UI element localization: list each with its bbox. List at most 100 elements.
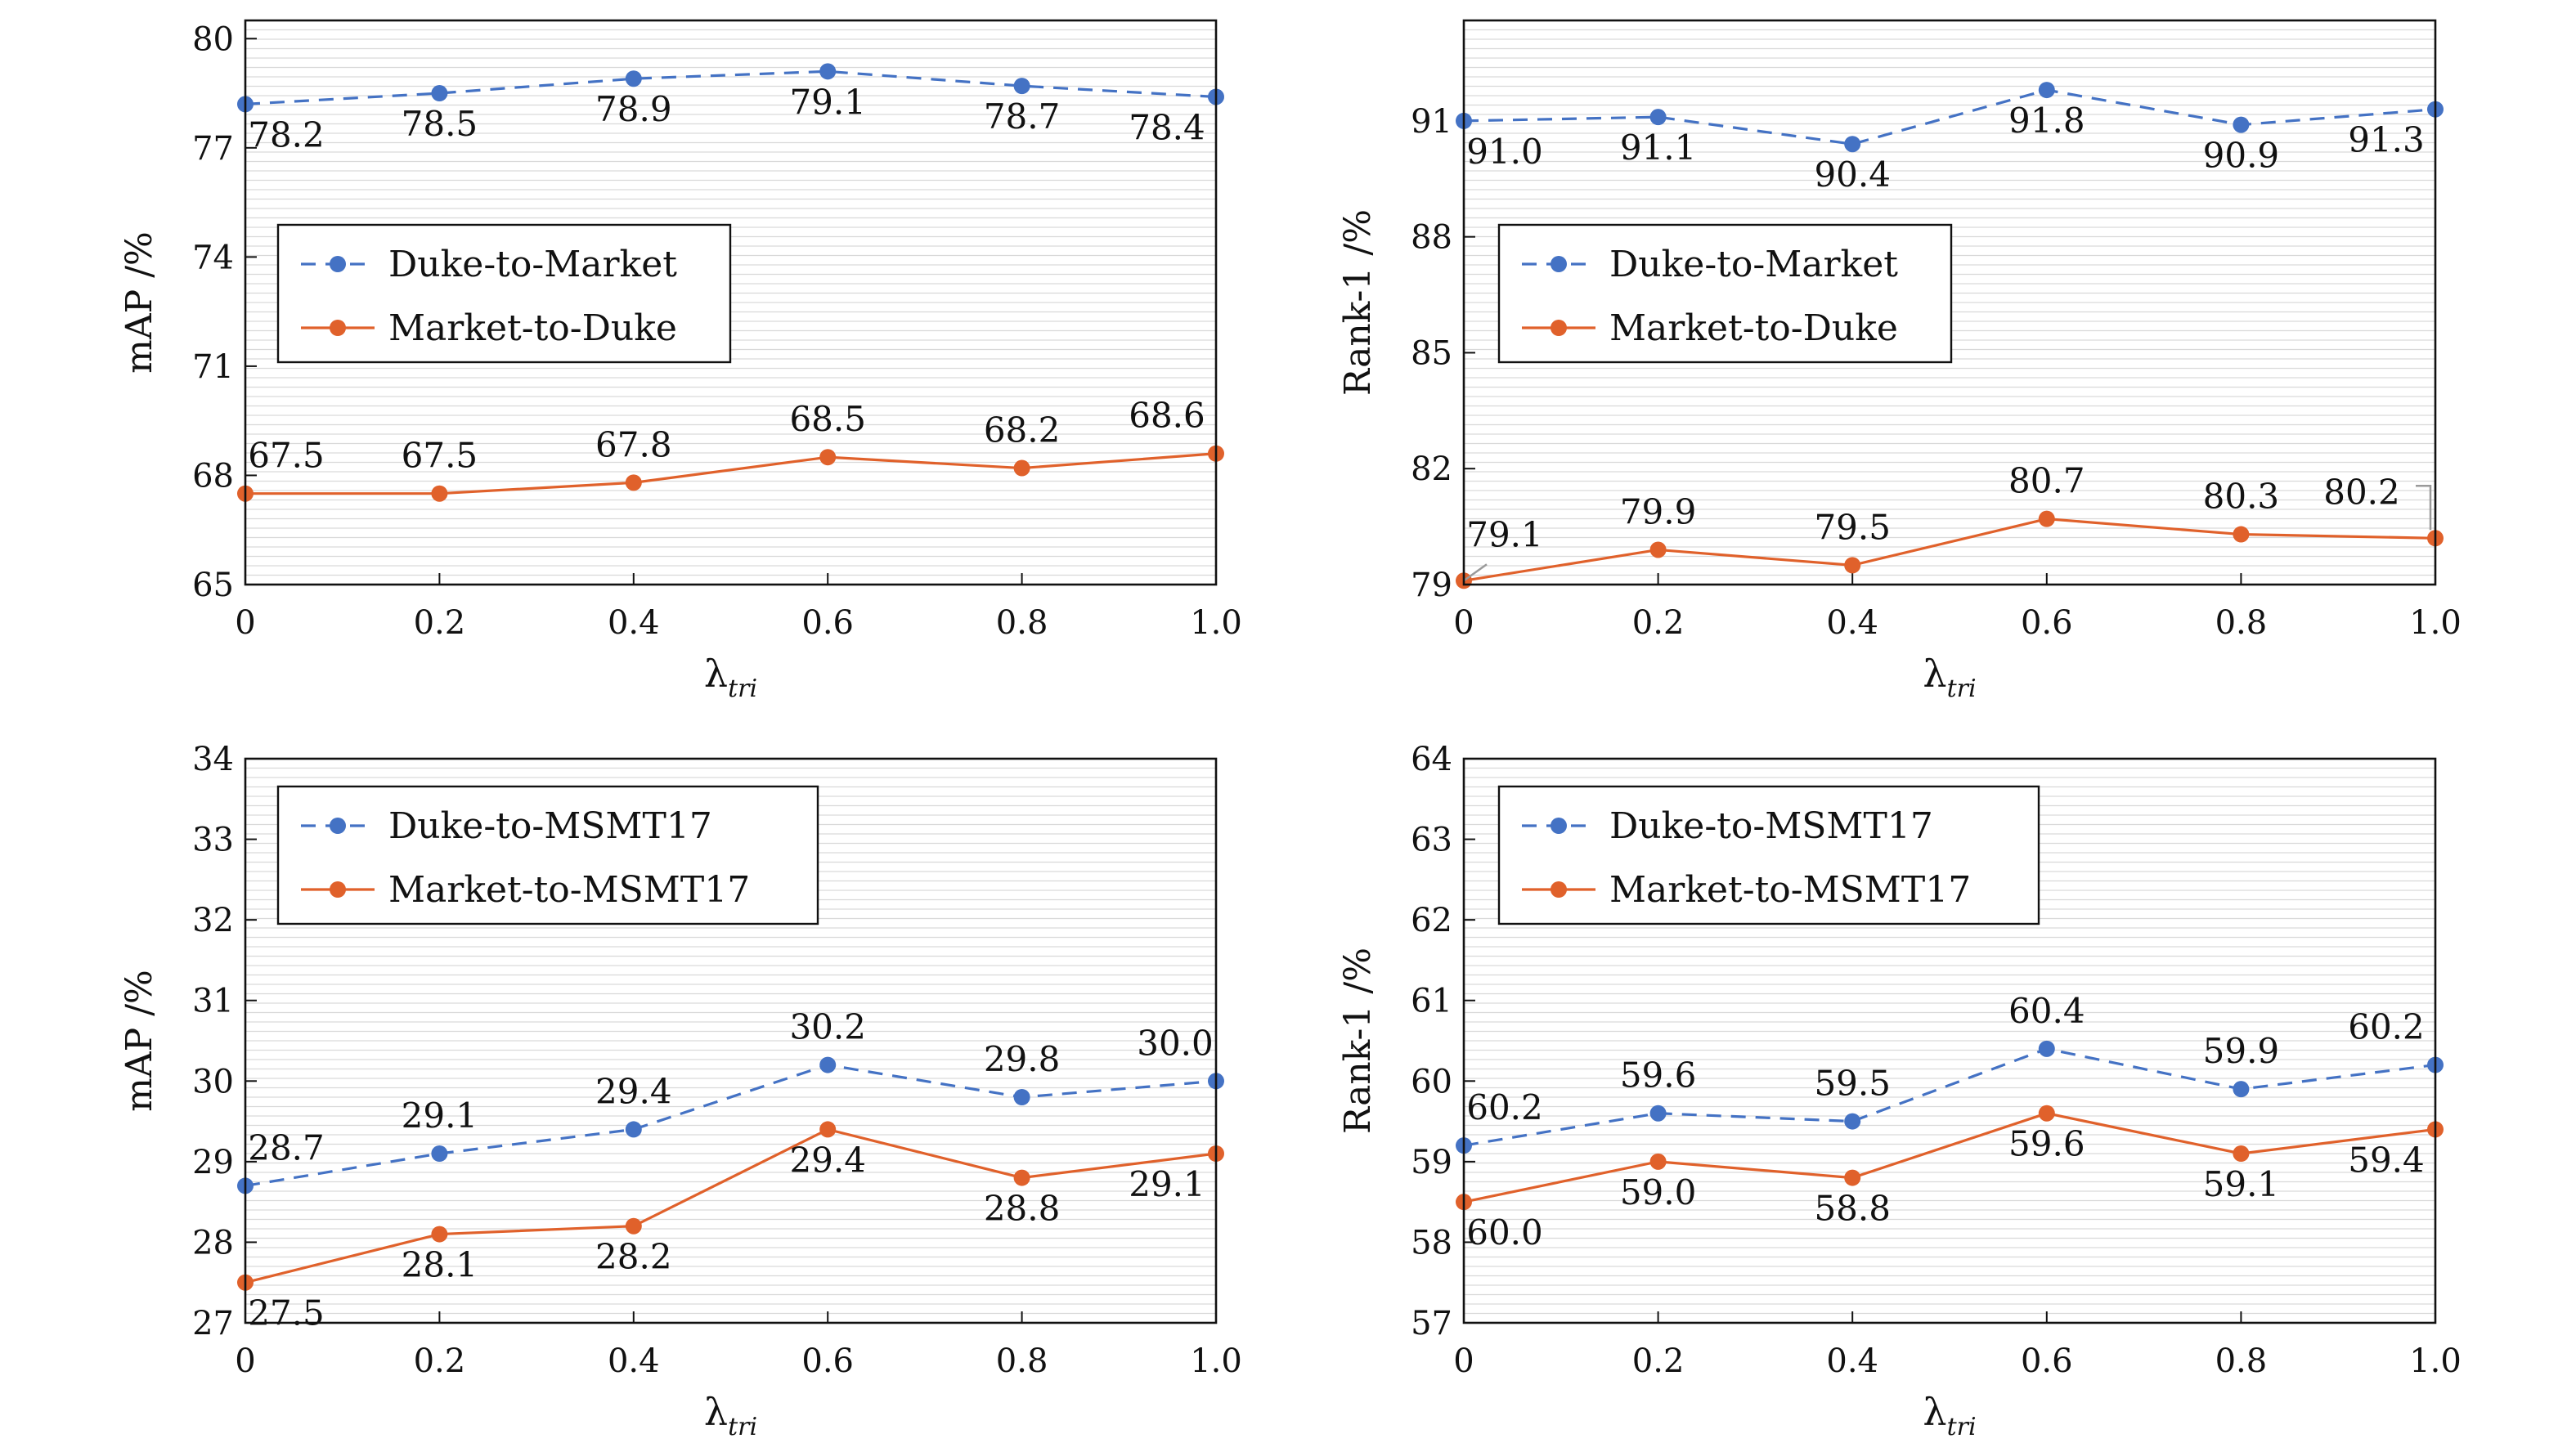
data-point — [1013, 459, 1030, 477]
series-line — [1463, 518, 2436, 582]
data-label: 59.1 — [2203, 1164, 2280, 1204]
data-point — [1013, 78, 1030, 95]
data-point — [625, 1121, 642, 1138]
legend-marker — [1551, 818, 1567, 834]
x-axis-label: λtri — [1923, 1390, 1976, 1439]
legend: Duke-to-Market Market-to-Duke — [1497, 223, 1953, 364]
data-label: 60.4 — [2008, 991, 2085, 1031]
data-label: 78.4 — [1129, 107, 1205, 147]
chart-panel-1: 65 68 71 74 77 80 0 0.2 0.4 0.6 0.8 1.0 78.2 78.5 78.9… — [119, 19, 1242, 703]
data-point — [819, 1121, 837, 1138]
series-blue: 28.7 29.1 29.4 30.2 29.8 30.0 — [237, 1007, 1224, 1194]
data-label: 27.5 — [248, 1293, 325, 1333]
legend-marker — [1551, 320, 1567, 336]
y-tick-label: 64 — [1411, 741, 1452, 778]
label-leader-line — [2416, 485, 2432, 531]
series-line — [245, 1063, 1217, 1188]
data-label: 29.8 — [984, 1039, 1061, 1079]
data-point — [2038, 82, 2055, 99]
data-label: 28.7 — [248, 1127, 325, 1167]
legend-box — [1497, 785, 2040, 925]
data-point — [1649, 541, 1667, 558]
plot-frame — [1462, 757, 2437, 1324]
legend-marker — [330, 320, 346, 336]
data-label: 28.2 — [595, 1237, 672, 1277]
data-label: 80.3 — [2203, 477, 2280, 517]
data-label: 58.8 — [1814, 1189, 1891, 1229]
series-line — [1463, 1112, 2436, 1203]
gridlines — [245, 767, 1216, 1315]
x-tick-label: 0.8 — [2215, 1342, 2268, 1380]
data-label: 30.2 — [789, 1007, 866, 1047]
data-point — [819, 63, 837, 80]
data-point — [1013, 1089, 1030, 1105]
x-tick-label: 0 — [235, 604, 255, 642]
x-axis-label: λtri — [704, 652, 757, 703]
data-point — [625, 474, 642, 491]
data-label: 78.5 — [402, 104, 478, 144]
legend-marker — [1551, 256, 1567, 272]
plot-frame — [244, 19, 1218, 586]
data-point — [1649, 1105, 1667, 1122]
series-orange: 67.5 67.5 67.8 68.5 68.2 68.6 — [237, 396, 1224, 502]
y-tick-label: 61 — [1411, 983, 1452, 1020]
x-axis-label-symbol: λ — [1923, 1390, 1946, 1434]
y-tick-label: 79 — [1411, 567, 1452, 604]
data-point — [1844, 136, 1861, 153]
data-label: 59.4 — [2348, 1140, 2425, 1180]
series-line — [1463, 88, 2436, 146]
y-tick-label: 63 — [1411, 822, 1452, 859]
data-label: 79.1 — [1466, 514, 1543, 554]
data-label: 28.8 — [984, 1189, 1061, 1229]
data-label: 68.6 — [1129, 396, 1205, 436]
y-tick-label: 31 — [192, 983, 234, 1020]
legend: Duke-to-Market Market-to-Duke — [276, 223, 732, 364]
y-tick-label: 88 — [1411, 219, 1452, 257]
x-tick-label: 0.2 — [1632, 1342, 1685, 1380]
data-label: 68.2 — [984, 410, 1061, 450]
data-point — [431, 85, 448, 102]
data-point — [2233, 1145, 2250, 1162]
data-point — [431, 1226, 448, 1243]
data-label: 59.5 — [1814, 1064, 1891, 1104]
x-tick-label: 0 — [235, 1342, 255, 1380]
series-line — [1463, 1047, 2436, 1147]
legend-label: Duke-to-MSMT17 — [1609, 805, 1933, 847]
y-tick-label: 27 — [192, 1305, 234, 1342]
legend-label: Duke-to-MSMT17 — [388, 805, 712, 847]
x-axis-label-subscript: tri — [728, 1413, 757, 1439]
series-blue: 91.0 91.1 90.4 91.8 90.9 91.3 — [1456, 82, 2444, 195]
series-line — [245, 452, 1217, 495]
legend: Duke-to-MSMT17 Market-to-MSMT17 — [1497, 785, 2040, 925]
legend-marker — [330, 256, 346, 272]
y-tick-label: 77 — [192, 130, 234, 168]
y-tick-label: 57 — [1411, 1305, 1452, 1342]
data-point — [819, 1056, 837, 1073]
data-point — [1013, 1169, 1030, 1186]
data-label: 80.2 — [2323, 472, 2400, 512]
data-point — [2038, 510, 2055, 527]
data-point — [431, 1145, 448, 1162]
data-label: 60.2 — [2348, 1007, 2425, 1047]
data-label: 80.7 — [2008, 461, 2085, 501]
y-tick-label: 33 — [192, 822, 234, 859]
x-axis-label-subscript: tri — [1947, 1413, 1977, 1439]
x-tick-label: 0.6 — [2021, 604, 2073, 642]
data-label: 29.4 — [789, 1140, 866, 1180]
data-label: 28.1 — [402, 1245, 478, 1285]
data-label: 91.0 — [1466, 132, 1543, 172]
data-point — [2233, 116, 2250, 133]
data-label: 30.0 — [1137, 1023, 1214, 1063]
x-axis-label-symbol: λ — [704, 1390, 728, 1434]
data-label: 60.2 — [1466, 1087, 1543, 1127]
series-line — [245, 1127, 1217, 1284]
chart-panel-4: 57 58 59 60 61 62 63 64 0 0.2 0.4 0.6 0.8 1.0 60.2 59.6… — [1337, 741, 2462, 1441]
x-tick-label: 0.2 — [1632, 604, 1685, 642]
x-tick-label: 0.4 — [608, 604, 660, 642]
data-label: 67.5 — [402, 436, 478, 476]
data-label: 90.4 — [1814, 155, 1891, 195]
data-label: 59.0 — [1620, 1172, 1697, 1212]
